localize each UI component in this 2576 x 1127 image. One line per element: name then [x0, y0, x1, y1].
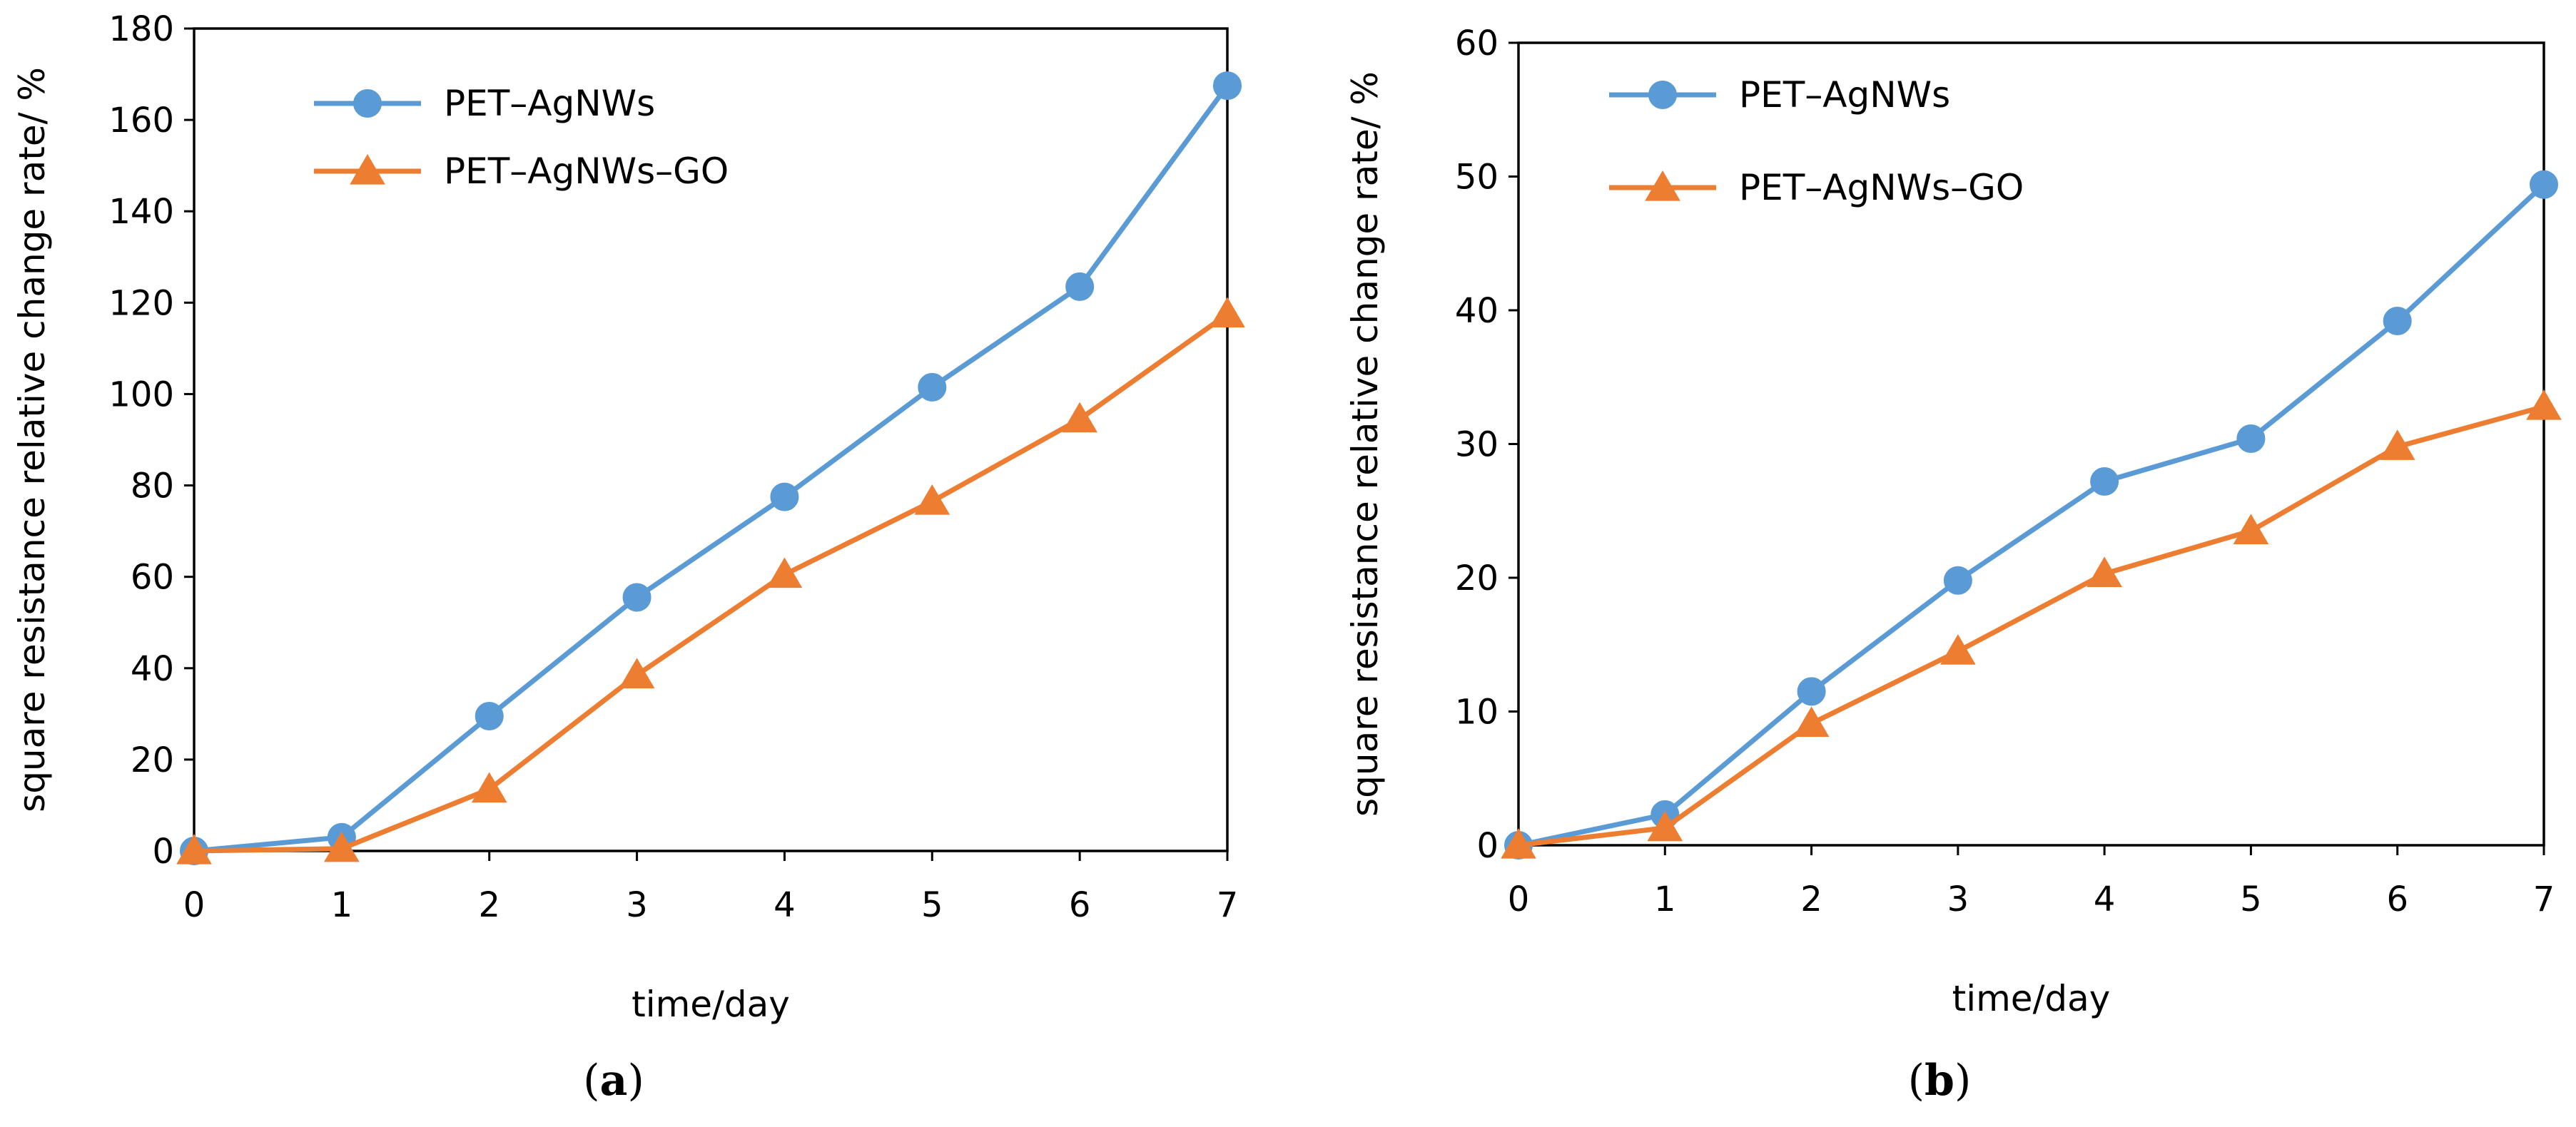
x-tick-label: 0	[1508, 879, 1530, 919]
data-point	[2530, 170, 2558, 199]
x-tick-label: 1	[331, 885, 353, 925]
legend-label: PET–AgNWs	[1739, 74, 1950, 116]
y-tick-label: 160	[108, 101, 174, 141]
plot-frame	[193, 27, 1229, 852]
y-tick-label: 80	[131, 466, 174, 506]
data-point	[1647, 810, 1683, 842]
legend-label: PET–AgNWs–GO	[1739, 167, 2024, 208]
data-point	[1501, 828, 1536, 859]
panel-paren-open: (	[583, 1056, 599, 1106]
x-tick-label: 6	[1069, 885, 1091, 925]
data-point	[475, 702, 504, 731]
data-point	[2233, 514, 2269, 544]
legend-label: PET–AgNWs	[444, 83, 655, 124]
y-tick-label: 60	[131, 558, 174, 598]
series-2	[176, 297, 1245, 865]
series-line	[1516, 182, 2547, 848]
legend-entry: PET–AgNWs–GO	[1609, 167, 2024, 208]
data-point	[2379, 429, 2415, 460]
x-tick-label: 4	[2094, 879, 2116, 919]
x-tick-label: 6	[2386, 879, 2408, 919]
series-1	[1504, 170, 2558, 860]
panel-letter: a	[600, 1056, 628, 1106]
data-point	[324, 831, 360, 862]
data-point	[918, 372, 947, 402]
data-point	[770, 482, 799, 511]
series-2	[1501, 389, 2562, 859]
y-tick-label: 140	[108, 192, 174, 232]
panel-paren-close: )	[627, 1056, 644, 1106]
y-tick-label: 20	[131, 740, 174, 780]
data-point	[2526, 389, 2562, 420]
data-point	[176, 834, 212, 865]
data-point	[622, 583, 651, 612]
y-axis-label: square resistance relative change rate/ …	[11, 67, 53, 812]
x-tick-label: 0	[183, 885, 206, 925]
y-tick-label: 40	[1455, 291, 1499, 331]
data-point	[2086, 556, 2122, 587]
data-point	[619, 658, 655, 688]
legend-marker	[1648, 81, 1677, 109]
data-point	[914, 484, 950, 515]
x-tick-label: 2	[478, 885, 500, 925]
y-axis-label: square resistance relative change rate/ …	[1344, 71, 1386, 817]
y-tick-label: 10	[1455, 693, 1499, 733]
legend-entry: PET–AgNWs	[314, 83, 655, 124]
legend-entry: PET–AgNWs	[1609, 74, 1950, 116]
y-tick-label: 30	[1455, 425, 1499, 465]
x-axis-label: time/day	[1952, 978, 2111, 1019]
y-tick-label: 0	[152, 832, 174, 872]
series-line	[191, 83, 1230, 854]
y-tick-label: 20	[1455, 559, 1499, 598]
data-point	[1213, 71, 1242, 101]
data-point	[2383, 307, 2412, 335]
data-point	[471, 772, 507, 803]
legend-marker	[350, 154, 385, 185]
legend-label: PET–AgNWs–GO	[444, 151, 729, 192]
y-tick-label: 180	[108, 9, 174, 49]
y-tick-label: 0	[1476, 826, 1499, 866]
legend-entry: PET–AgNWs–GO	[314, 151, 729, 192]
data-point	[1793, 706, 1830, 737]
panel-label: (a)	[583, 1056, 644, 1106]
x-tick-label: 3	[626, 885, 648, 925]
x-tick-label: 7	[2533, 879, 2555, 919]
y-tick-label: 100	[108, 374, 174, 414]
x-tick-label: 7	[1217, 885, 1239, 925]
data-point	[1940, 634, 1976, 665]
data-point	[1065, 272, 1095, 301]
x-tick-label: 1	[1654, 879, 1676, 919]
y-tick-label: 60	[1455, 24, 1499, 63]
data-point	[2090, 467, 2119, 496]
panel-letter: b	[1925, 1056, 1954, 1106]
series-line	[191, 311, 1230, 854]
data-point	[1210, 297, 1245, 327]
x-tick-label: 4	[774, 885, 796, 925]
x-tick-label: 3	[1947, 879, 1969, 919]
panel-paren-open: (	[1908, 1056, 1925, 1106]
panel-paren-close: )	[1954, 1056, 1971, 1106]
data-point	[1062, 402, 1097, 433]
chart-b: 0 10 20 30 40 50 60 0 1 2 3 4 5 6 7 time/day square resi…	[1344, 24, 2562, 1106]
chart-a: 0 20 40 60 80 100 120 140 160 180 0 1 2 3 4 5 6 7 time/day…	[11, 9, 1245, 1106]
y-tick-label: 40	[131, 649, 174, 689]
data-point	[2236, 424, 2266, 453]
legend-marker	[353, 89, 382, 118]
y-tick-label: 50	[1455, 158, 1499, 198]
panel-label: (b)	[1908, 1056, 1972, 1106]
x-tick-label: 5	[921, 885, 943, 925]
legend-marker	[1645, 170, 1680, 201]
series-line	[1516, 404, 2547, 848]
x-axis-label: time/day	[632, 984, 790, 1025]
x-tick-label: 2	[1800, 879, 1822, 919]
data-point	[1943, 566, 1972, 595]
data-point	[1797, 677, 1826, 706]
x-tick-label: 5	[2240, 879, 2262, 919]
data-point	[766, 557, 803, 588]
y-tick-label: 120	[108, 283, 174, 323]
